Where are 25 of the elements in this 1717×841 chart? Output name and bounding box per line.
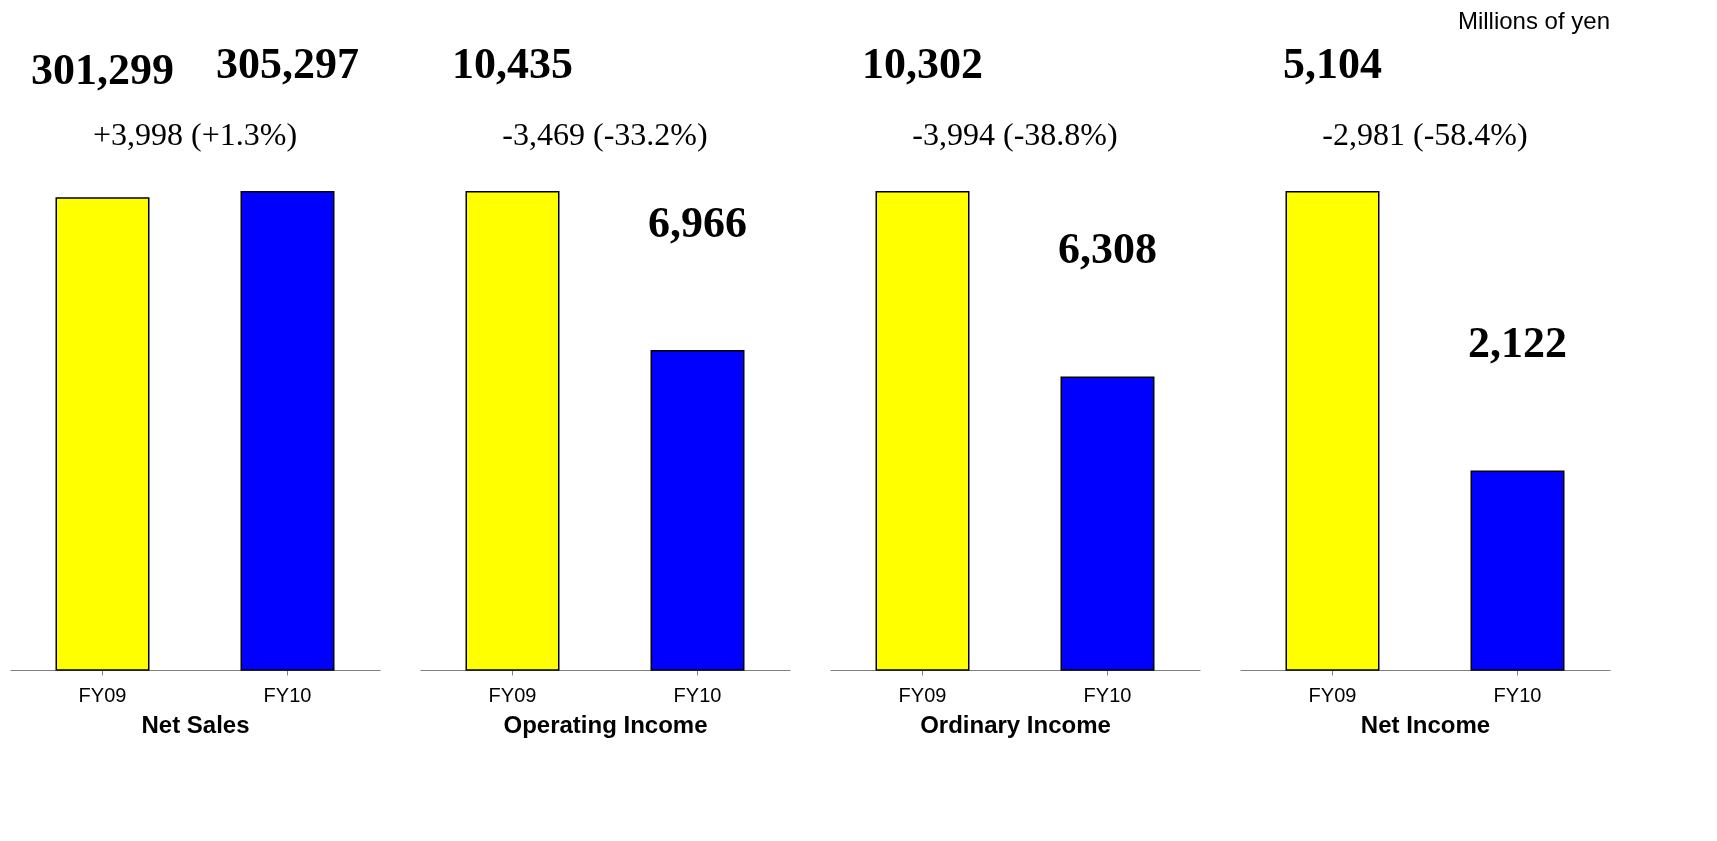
x-tick-label: FY09 [78,683,127,706]
x-axis-title: Net Income [1360,710,1491,738]
x-tick-label: FY10 [673,683,722,706]
x-tick-label: FY09 [488,683,537,706]
data-label: 305,297 [216,38,359,88]
text: +3,998 (+1.3%) [92,115,298,152]
data-label: 10,302 [862,38,983,88]
data-label: 301,299 [31,45,174,94]
data-label: 2,122 [1468,318,1567,368]
x-tick-label: FY10 [1493,683,1542,706]
text: -3,994 (-38.8%) [912,115,1118,152]
x-axis-title: Operating Income [503,710,708,738]
x-axis-title: Ordinary Income [920,710,1111,738]
data-label: 6,308 [1058,224,1157,274]
data-label: 10,435 [452,38,573,88]
data-label: 5,104 [1283,38,1382,88]
x-tick-label: FY09 [1308,683,1357,706]
data-label: 6,966 [648,197,747,247]
x-tick-label: FY10 [263,683,312,706]
text: -3,469 (-33.2%) [502,115,708,152]
text: -2,981 (-58.4%) [1322,115,1528,152]
text: Millions of yen [1457,7,1610,34]
x-tick-label: FY10 [1083,683,1132,706]
x-tick-label: FY09 [898,683,947,706]
x-axis-title: Net Sales [141,710,250,738]
